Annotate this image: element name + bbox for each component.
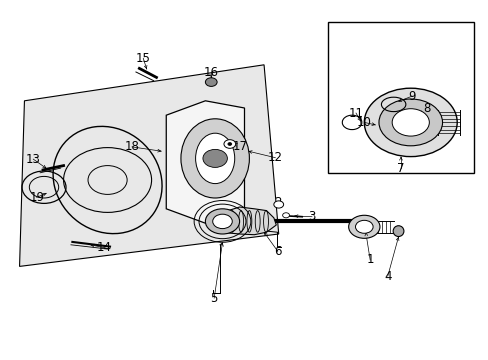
Ellipse shape: [195, 133, 234, 184]
Circle shape: [205, 78, 217, 86]
Circle shape: [227, 143, 231, 145]
Circle shape: [205, 209, 239, 234]
FancyBboxPatch shape: [327, 22, 473, 173]
Text: 3: 3: [307, 210, 315, 223]
Text: 14: 14: [97, 241, 111, 254]
Circle shape: [378, 99, 442, 146]
Text: 12: 12: [267, 151, 282, 164]
Text: 2: 2: [273, 196, 281, 209]
Ellipse shape: [392, 226, 403, 237]
Text: 15: 15: [136, 52, 150, 65]
Text: 8: 8: [422, 102, 430, 115]
Circle shape: [348, 215, 379, 238]
Text: 17: 17: [233, 140, 247, 153]
Circle shape: [355, 220, 372, 233]
Circle shape: [203, 149, 227, 167]
Polygon shape: [20, 65, 278, 266]
Text: 7: 7: [396, 162, 404, 175]
Circle shape: [273, 201, 283, 208]
Text: 19: 19: [29, 191, 44, 204]
Polygon shape: [220, 207, 276, 235]
Text: 13: 13: [26, 153, 41, 166]
Ellipse shape: [181, 119, 249, 198]
Text: 1: 1: [366, 253, 373, 266]
Polygon shape: [166, 101, 244, 223]
Circle shape: [212, 214, 232, 229]
Text: 10: 10: [356, 116, 371, 129]
Text: 16: 16: [203, 66, 218, 79]
Circle shape: [364, 88, 456, 157]
Circle shape: [391, 109, 428, 136]
Circle shape: [224, 140, 235, 148]
Circle shape: [282, 213, 289, 218]
Text: 6: 6: [273, 245, 281, 258]
Text: 18: 18: [124, 140, 139, 153]
Text: 11: 11: [348, 107, 363, 120]
Text: 9: 9: [407, 90, 415, 103]
Text: 5: 5: [210, 292, 218, 305]
Text: 4: 4: [383, 270, 391, 283]
